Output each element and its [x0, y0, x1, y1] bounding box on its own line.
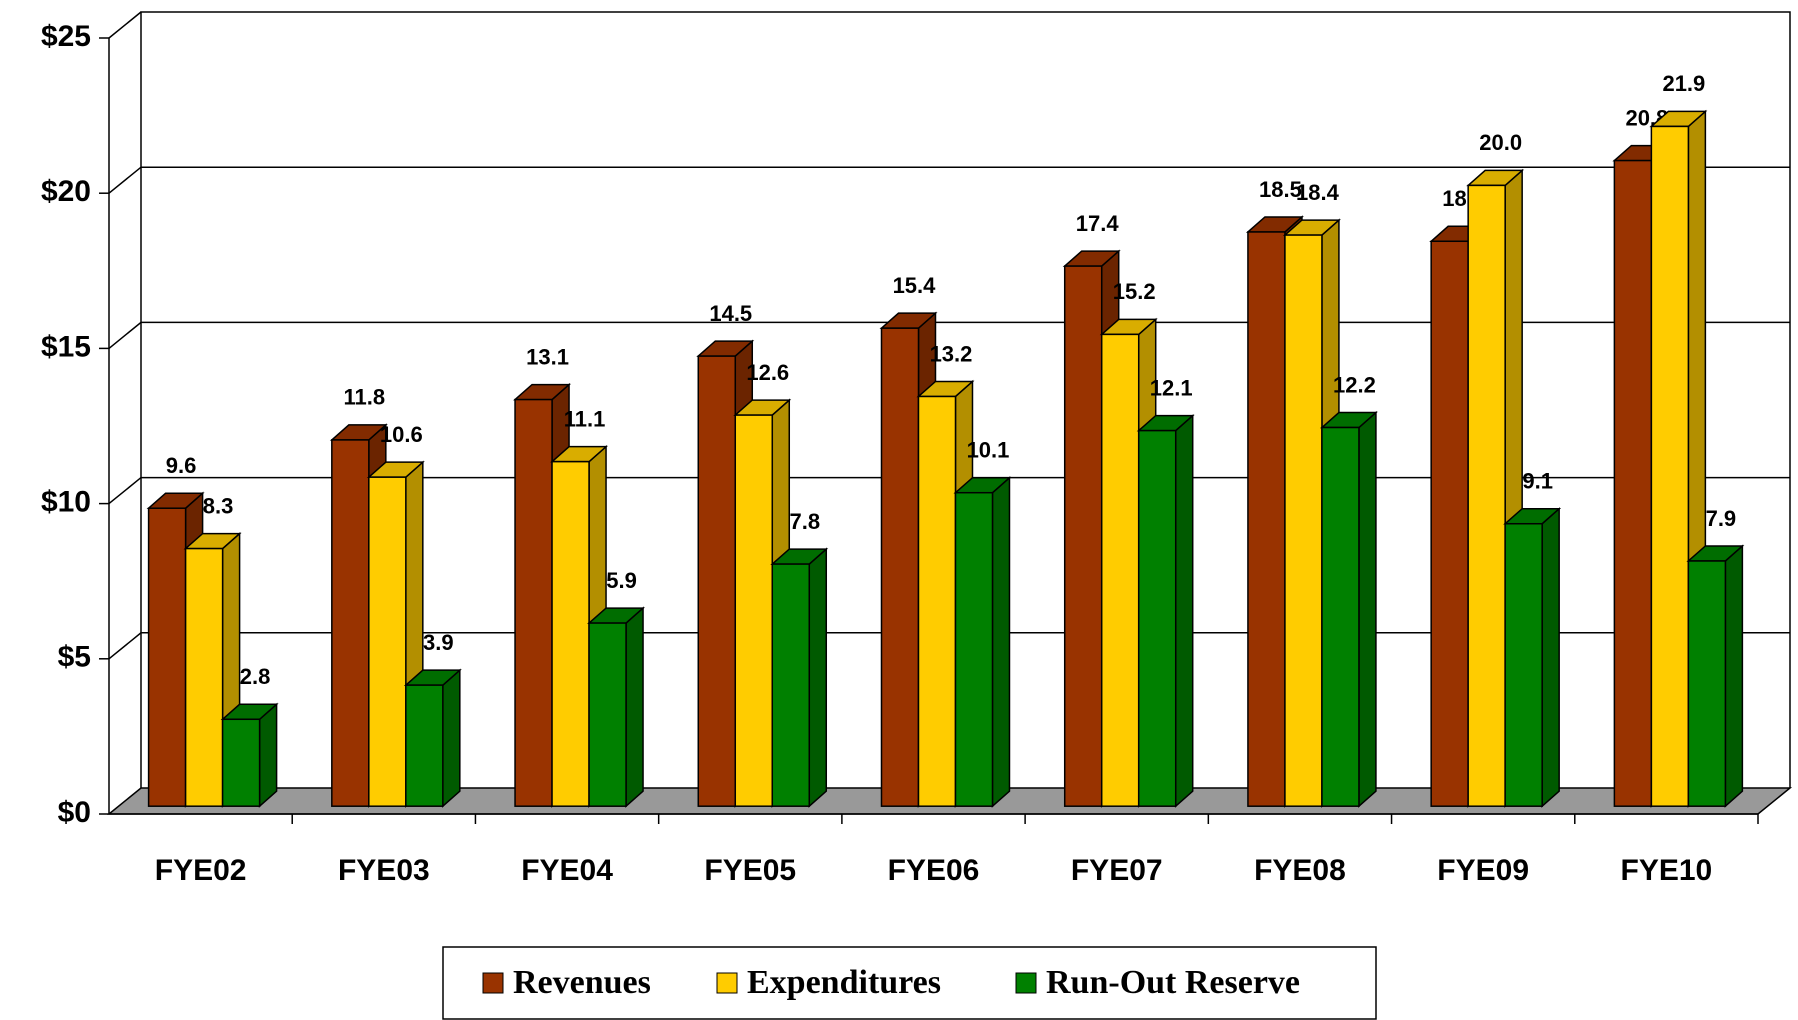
value-label: 12.1 — [1150, 375, 1193, 400]
legend-swatch — [1015, 972, 1037, 994]
y-tick-label: $5 — [58, 641, 91, 674]
x-tick-label: FYE02 — [155, 854, 247, 887]
bar — [147, 507, 187, 807]
bar-side — [1541, 507, 1560, 808]
bar — [1504, 522, 1543, 807]
value-label: 14.5 — [709, 301, 752, 326]
bar-side — [258, 702, 278, 808]
bar — [697, 355, 737, 807]
value-label: 12.2 — [1333, 372, 1376, 397]
legend-label: Revenues — [513, 964, 651, 1001]
value-label: 5.9 — [606, 568, 637, 593]
bar — [1063, 265, 1103, 807]
value-label: 11.8 — [344, 385, 386, 410]
grid-line — [108, 321, 1790, 349]
y-tick-label: $20 — [41, 175, 91, 208]
bar — [405, 684, 444, 807]
y-tick-label: $15 — [41, 330, 91, 363]
bar — [588, 622, 627, 807]
x-tick-label: FYE07 — [1071, 854, 1163, 887]
grid-line — [108, 476, 1790, 505]
bar — [1247, 231, 1286, 807]
y-tick-label: $10 — [41, 486, 91, 519]
value-label: 9.1 — [1522, 469, 1553, 494]
bar-side — [808, 547, 828, 808]
side-edge — [108, 11, 142, 39]
bar — [221, 718, 261, 807]
y-tick-label: $0 — [58, 796, 91, 829]
x-tick-label: FYE10 — [1621, 854, 1713, 887]
x-tick-label: FYE03 — [338, 854, 430, 887]
grid-line — [108, 166, 1790, 194]
bar — [184, 547, 224, 807]
bar — [771, 563, 811, 807]
bar — [954, 491, 994, 807]
x-tick-label: FYE08 — [1254, 854, 1346, 887]
value-label: 18.4 — [1296, 180, 1340, 205]
value-label: 7.9 — [1706, 506, 1737, 531]
value-label: 18.5 — [1259, 177, 1302, 202]
bar — [734, 414, 774, 807]
value-label: 13.2 — [930, 341, 973, 366]
bar — [880, 327, 920, 807]
bar — [1430, 240, 1469, 807]
bar — [1687, 560, 1727, 807]
bar — [551, 460, 590, 807]
bar — [1613, 159, 1653, 807]
value-label: 7.8 — [789, 509, 820, 534]
value-label: 10.1 — [967, 438, 1010, 463]
bar-side — [991, 476, 1011, 808]
bar — [331, 439, 370, 807]
bar-side — [1174, 413, 1194, 808]
bar — [514, 398, 553, 807]
legend — [442, 946, 1377, 1020]
legend-swatch — [482, 972, 504, 994]
x-tick-label: FYE06 — [888, 854, 980, 887]
bar — [368, 476, 407, 807]
bar-side — [442, 668, 461, 808]
value-label: 20.0 — [1479, 130, 1522, 155]
bar — [1467, 184, 1506, 807]
bar-side — [1358, 410, 1377, 808]
value-label: 11.1 — [564, 406, 606, 431]
legend-label: Expenditures — [747, 964, 941, 1001]
bar — [1650, 125, 1690, 807]
bar — [917, 395, 957, 807]
value-label: 12.6 — [746, 360, 789, 385]
grid-line — [108, 632, 1790, 660]
bar-side — [625, 606, 644, 808]
y-tick-label: $25 — [41, 20, 91, 53]
value-label: 15.2 — [1113, 279, 1156, 304]
legend-swatch — [716, 972, 738, 994]
x-tick-label: FYE09 — [1437, 854, 1529, 887]
value-label: 15.4 — [893, 273, 937, 298]
value-label: 3.9 — [423, 630, 454, 655]
value-label: 10.6 — [380, 422, 423, 447]
back-wall — [140, 11, 1791, 788]
x-tick-label: FYE04 — [521, 854, 613, 887]
bar — [1321, 426, 1360, 807]
bar — [1284, 234, 1323, 807]
bar — [1137, 429, 1177, 807]
value-label: 9.6 — [166, 453, 197, 478]
value-label: 21.9 — [1662, 71, 1705, 96]
bar — [1100, 333, 1140, 807]
value-label: 8.3 — [203, 493, 234, 518]
x-tick-label: FYE05 — [704, 854, 796, 887]
value-label: 13.1 — [526, 344, 569, 369]
bar-side — [1724, 544, 1744, 808]
value-label: 17.4 — [1076, 211, 1120, 236]
legend-label: Run-Out Reserve — [1046, 964, 1300, 1001]
value-label: 2.8 — [240, 664, 271, 689]
